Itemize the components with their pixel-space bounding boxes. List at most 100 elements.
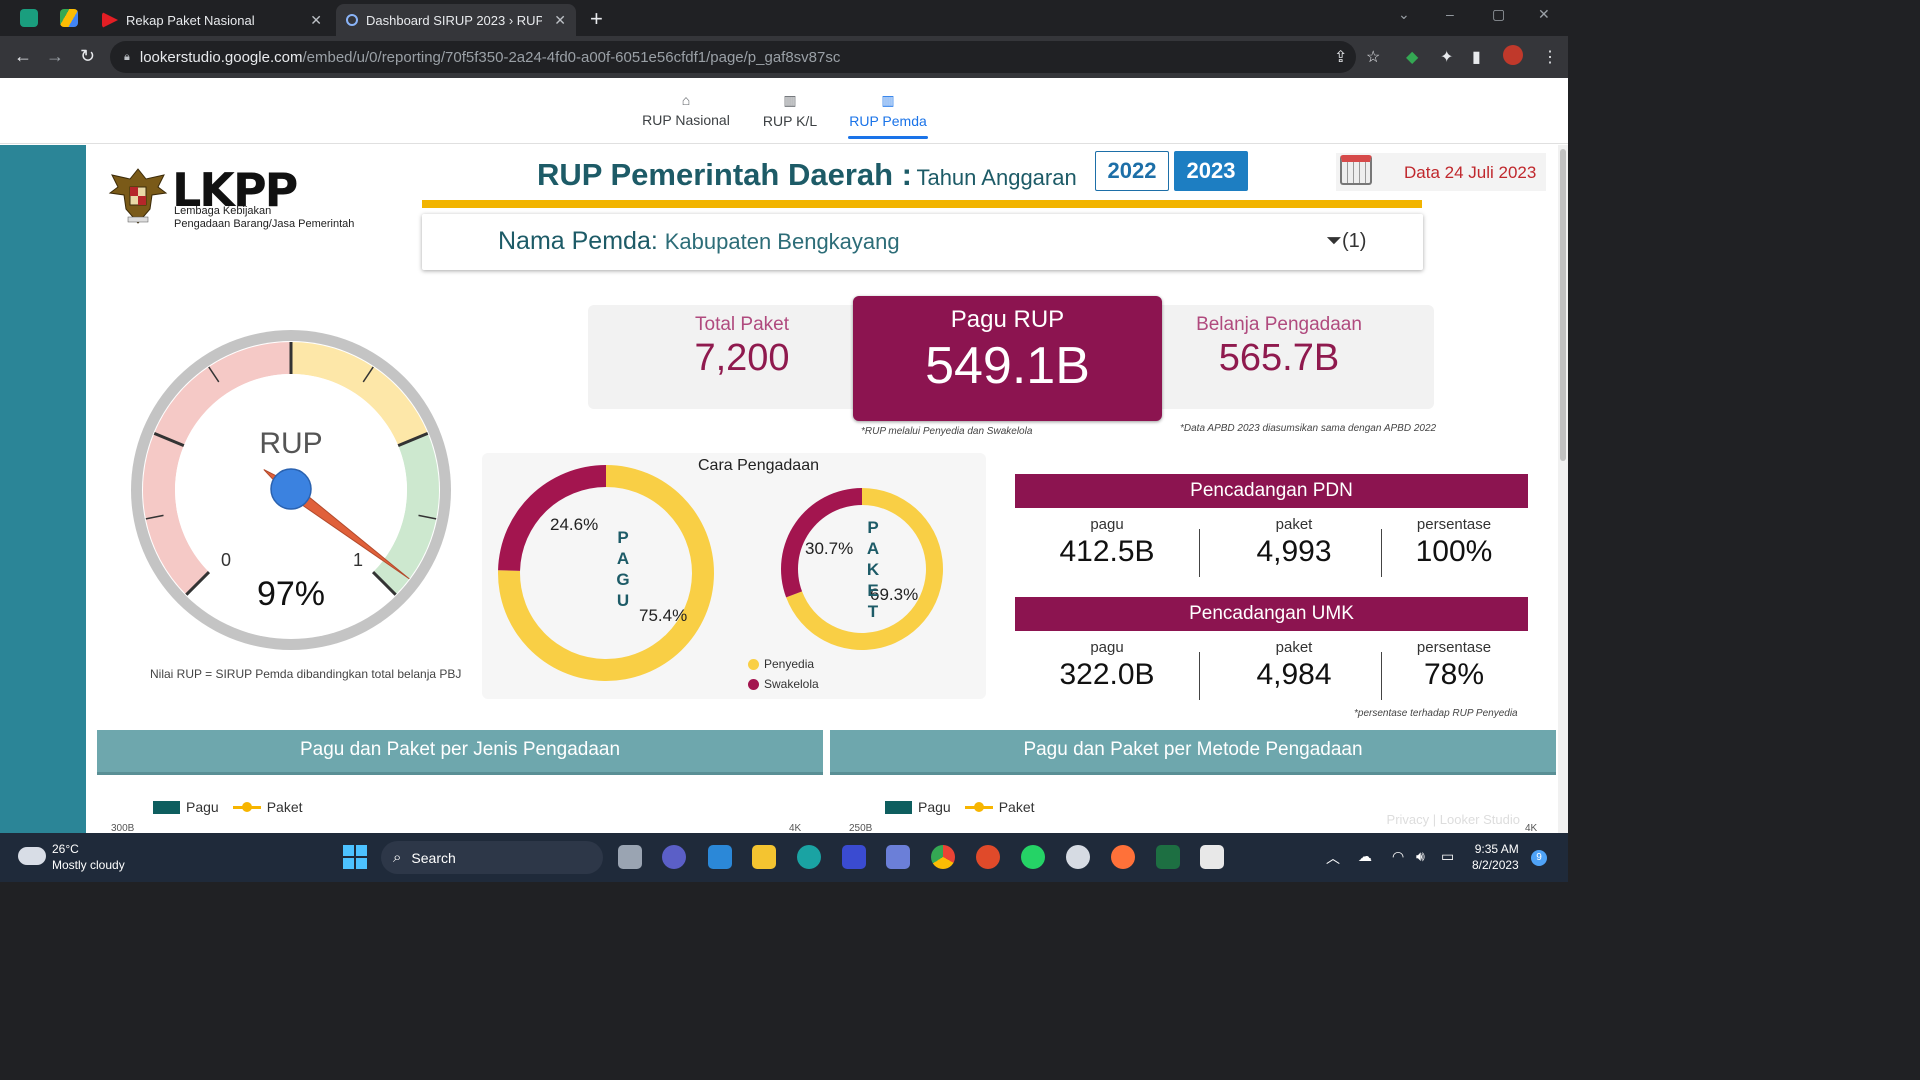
filter-count[interactable]: ⏷(1) xyxy=(1326,230,1366,253)
umk-header: Pencadangan UMK xyxy=(1015,597,1528,631)
app-icon[interactable] xyxy=(1066,845,1090,869)
volume-icon[interactable]: 🔊︎ xyxy=(1416,848,1425,864)
left-chart-axis-right: 4K xyxy=(789,823,802,833)
mail-icon[interactable] xyxy=(708,845,732,869)
pinned-tab-drive-icon[interactable] xyxy=(60,9,78,27)
tab-dashboard-sirup[interactable]: Dashboard SIRUP 2023 › RUP Per ✕ xyxy=(336,4,576,36)
logo-subtitle-1: Lembaga Kebijakan xyxy=(174,205,272,217)
battery-icon[interactable]: ▭ xyxy=(1441,848,1455,864)
close-window-button[interactable]: ✕ xyxy=(1538,6,1550,22)
app-icon[interactable] xyxy=(886,845,910,869)
right-chart-legend: Pagu Paket xyxy=(885,799,1035,815)
pdn-persentase: persentase 100% xyxy=(1364,516,1544,569)
whatsapp-icon[interactable] xyxy=(1021,845,1045,869)
bookmark-star-icon[interactable]: ☆ xyxy=(1366,49,1381,66)
gauge-tick xyxy=(185,570,211,596)
pagu-slice-swakelola[interactable] xyxy=(498,465,606,571)
legend-paket-swatch xyxy=(964,801,993,812)
pemda-filter-label: Nama Pemda: xyxy=(498,227,658,255)
donut-paket xyxy=(781,488,943,650)
tab-search-icon[interactable]: ⌄ xyxy=(1398,6,1410,22)
legend-paket-label: Paket xyxy=(266,799,303,815)
left-accent-bar xyxy=(0,145,86,833)
task-view-icon[interactable] xyxy=(618,845,642,869)
excel-icon[interactable] xyxy=(1156,845,1180,869)
stat-label: pagu xyxy=(1090,516,1124,533)
tab-close-icon[interactable]: ✕ xyxy=(310,11,322,28)
legend-penyedia[interactable]: Penyedia xyxy=(748,657,814,671)
onedrive-icon[interactable]: ☁ xyxy=(1358,848,1372,864)
stat-divider xyxy=(1381,652,1382,700)
legend-paket-label: Paket xyxy=(998,799,1035,815)
chrome-icon[interactable] xyxy=(931,845,955,869)
app-icon[interactable] xyxy=(1200,845,1224,869)
cara-pengadaan-title: Cara Pengadaan xyxy=(698,457,819,474)
looker-footer[interactable]: Privacy | Looker Studio xyxy=(1386,812,1520,827)
url-path: /embed/u/0/reporting/70f5f350-2a24-4fd0-… xyxy=(302,48,841,66)
gauge-band xyxy=(143,342,291,595)
notification-badge[interactable]: 9 xyxy=(1531,850,1547,866)
stat-value: 4,984 xyxy=(1256,658,1332,691)
legend-penyedia-label: Penyedia xyxy=(764,657,815,671)
year-2022-button[interactable]: 2022 xyxy=(1095,151,1169,191)
back-arrow-icon[interactable]: ← xyxy=(14,46,32,66)
paket-slice-swakelola[interactable] xyxy=(781,488,862,598)
tab-title: Rekap Paket Nasional xyxy=(126,12,255,28)
browser-menu-icon[interactable]: ⋮ xyxy=(1542,49,1558,66)
scrollbar-thumb[interactable] xyxy=(1560,149,1566,461)
maximize-button[interactable]: ▢ xyxy=(1492,6,1506,22)
tab-rekap-paket[interactable]: Rekap Paket Nasional ✕ xyxy=(92,4,332,36)
edge-icon[interactable] xyxy=(797,845,821,869)
pdn-header: Pencadangan PDN xyxy=(1015,474,1528,508)
gauge-tick xyxy=(145,514,164,520)
total-paket-label: Total Paket xyxy=(695,314,789,335)
calendar-icon xyxy=(1340,155,1372,185)
logo-wordmark: LKPP xyxy=(172,163,298,217)
tab-close-icon[interactable]: ✕ xyxy=(554,11,566,28)
extensions-puzzle-icon[interactable]: ✦ xyxy=(1440,49,1454,66)
start-button[interactable] xyxy=(343,845,367,869)
legend-penyedia-swatch xyxy=(748,658,759,670)
tab-rup-kl[interactable]: ▥ RUP K/L xyxy=(760,92,820,129)
reload-icon[interactable]: ↻ xyxy=(80,46,96,66)
pemda-filter-value: Kabupaten Bengkayang xyxy=(664,229,900,254)
teams-icon[interactable] xyxy=(662,845,686,869)
filter-funnel-icon: ⏷ xyxy=(1326,230,1342,252)
legend-swakelola[interactable]: Swakelola xyxy=(748,677,819,691)
stat-divider xyxy=(1199,652,1200,700)
extension-icon[interactable]: ◆ xyxy=(1406,49,1419,66)
paket-vertical-label: P A K E T xyxy=(866,517,880,622)
report-page-nav: ⌂ RUP Nasional ▥ RUP K/L ▥ RUP Pemda xyxy=(0,78,1568,144)
pinned-tab-chatgpt-icon[interactable] xyxy=(20,9,38,27)
tab-favicon-icon xyxy=(346,14,358,26)
profile-avatar[interactable] xyxy=(1503,45,1523,65)
data-date-box: Data 24 Juli 2023 xyxy=(1336,153,1546,191)
address-bar[interactable]: 🔒︎ lookerstudio.google.com /embed/u/0/re… xyxy=(110,41,1356,73)
tab-rup-nasional[interactable]: ⌂ RUP Nasional xyxy=(641,92,731,128)
new-tab-button[interactable]: + xyxy=(590,6,603,31)
wifi-icon[interactable]: ◠ xyxy=(1392,848,1405,864)
app-icon[interactable] xyxy=(842,845,866,869)
firefox-icon[interactable] xyxy=(1111,845,1135,869)
tray-chevron-icon[interactable]: ︿ xyxy=(1326,850,1340,866)
file-explorer-icon[interactable] xyxy=(752,845,776,869)
gauge-tick xyxy=(362,366,374,383)
tab-rup-pemda[interactable]: ▥ RUP Pemda xyxy=(848,92,928,139)
year-2023-button[interactable]: 2023 xyxy=(1174,151,1248,191)
report-page: ⌂ RUP Nasional ▥ RUP K/L ▥ RUP Pemda LKP… xyxy=(0,78,1568,833)
right-chart-axis-right: 4K xyxy=(1525,823,1538,833)
legend-pagu-label: Pagu xyxy=(186,799,219,815)
app-icon[interactable] xyxy=(976,845,1000,869)
minimize-button[interactable]: – xyxy=(1446,6,1454,22)
lock-icon: 🔒︎ xyxy=(124,50,130,63)
share-icon[interactable]: ⇪ xyxy=(1334,49,1348,66)
side-panel-icon[interactable]: ▮ xyxy=(1472,49,1481,66)
taskbar-clock[interactable]: 9:35 AM 8/2/2023 xyxy=(1472,841,1519,873)
tab-label: RUP K/L xyxy=(762,113,818,129)
pemda-filter[interactable]: Nama Pemda: Kabupaten Bengkayang ⏷(1) xyxy=(422,214,1423,270)
pdn-pagu: pagu 412.5B xyxy=(1017,516,1197,569)
pagu-letter: A xyxy=(616,549,630,568)
scrollbar[interactable] xyxy=(1558,145,1568,833)
taskbar-search[interactable]: ⌕ Search xyxy=(381,841,603,874)
forward-arrow-icon[interactable]: → xyxy=(46,46,64,66)
